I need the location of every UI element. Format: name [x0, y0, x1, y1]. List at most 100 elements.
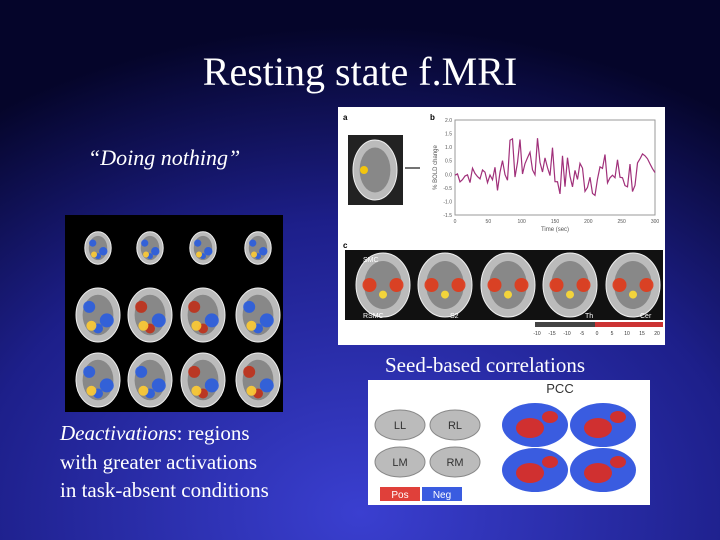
legend-swatch — [422, 487, 462, 501]
brain-inner — [614, 261, 652, 309]
region-label: SMC — [363, 257, 379, 264]
x-tick-label: 0 — [454, 219, 457, 225]
activation — [516, 463, 544, 483]
activation — [516, 418, 544, 438]
activation — [86, 320, 97, 331]
colorbar-label: -10 — [563, 331, 570, 337]
region-label: LL — [394, 420, 406, 432]
activation — [549, 278, 564, 292]
activation — [99, 313, 114, 328]
caption-line: in task-absent conditions — [60, 478, 269, 502]
colorbar-label: -5 — [580, 331, 585, 337]
activation — [629, 290, 637, 299]
brain-inner — [364, 261, 402, 309]
term: Deactivations — [59, 421, 177, 445]
panel-label: c — [343, 241, 348, 250]
brain — [429, 409, 481, 441]
activation — [259, 378, 274, 393]
plot-area — [454, 119, 656, 216]
axis-label: Time (sec) — [541, 227, 569, 233]
x-tick-label: 50 — [486, 219, 492, 225]
activation — [566, 290, 574, 299]
activation — [360, 166, 368, 174]
activation — [584, 463, 612, 483]
activation — [83, 365, 96, 378]
activation — [89, 239, 97, 247]
brain — [374, 409, 426, 441]
activation — [138, 320, 149, 331]
activation — [191, 320, 202, 331]
colorbar-label: -15 — [548, 331, 555, 337]
y-tick-label: 2.0 — [445, 118, 452, 124]
activation — [610, 456, 626, 468]
activation — [610, 411, 626, 423]
activation — [86, 385, 97, 396]
activation — [246, 385, 257, 396]
activation — [576, 278, 591, 292]
x-tick-label: 100 — [517, 219, 526, 225]
activation — [204, 378, 219, 393]
activation — [194, 239, 202, 247]
legend-swatch — [380, 487, 420, 501]
brain-inner — [551, 261, 589, 309]
brain-inner — [426, 261, 464, 309]
region-label: LM — [392, 457, 407, 469]
activation — [151, 247, 160, 256]
x-tick-label: 300 — [651, 219, 660, 225]
activation — [243, 300, 256, 313]
region-label: Th — [585, 313, 593, 320]
colorbar-label: 0 — [596, 331, 599, 337]
activation — [379, 290, 387, 299]
activation — [612, 278, 627, 292]
caption-line: with greater activations — [60, 450, 257, 474]
activation — [204, 313, 219, 328]
x-tick-label: 200 — [584, 219, 593, 225]
activation — [151, 313, 166, 328]
activation — [143, 251, 150, 258]
figure-title: PCC — [546, 381, 573, 396]
x-tick-label: 150 — [551, 219, 560, 225]
activation — [99, 378, 114, 393]
activation — [204, 247, 213, 256]
colorbar-label: 10 — [624, 331, 630, 337]
y-tick-label: -0.5 — [443, 186, 452, 192]
region-label: RM — [446, 457, 463, 469]
region-label: S2 — [450, 313, 459, 320]
panel-label: b — [430, 113, 435, 122]
brain-inner — [359, 147, 391, 193]
activation — [135, 365, 148, 378]
activation — [188, 365, 201, 378]
colorbar-label: 15 — [639, 331, 645, 337]
activation — [99, 247, 108, 256]
activation — [514, 278, 529, 292]
y-tick-label: -1.0 — [443, 199, 452, 205]
region-label: RL — [448, 420, 462, 432]
colorbar-label: 5 — [611, 331, 614, 337]
region-label: Cer — [640, 313, 652, 320]
axis-label: % BOLD change — [433, 144, 439, 189]
caption: Seed-based correlations — [385, 353, 585, 377]
activation — [441, 290, 449, 299]
region-label: RSMC — [363, 313, 384, 320]
y-tick-label: 1.5 — [445, 132, 452, 138]
activation — [91, 251, 98, 258]
activation — [151, 378, 166, 393]
y-tick-label: 1.0 — [445, 145, 452, 151]
activation — [362, 278, 377, 292]
activation — [451, 278, 466, 292]
activation — [584, 418, 612, 438]
brain — [374, 446, 426, 478]
activation — [191, 385, 202, 396]
activation — [83, 300, 96, 313]
colorbar — [535, 322, 663, 327]
caption: “Doing nothing” — [88, 145, 240, 170]
activation — [639, 278, 654, 292]
colorbar-label: -10 — [533, 331, 540, 337]
activation — [259, 247, 268, 256]
legend-label: Pos — [391, 490, 408, 501]
brain — [429, 446, 481, 478]
activation — [487, 278, 502, 292]
activation — [135, 300, 148, 313]
